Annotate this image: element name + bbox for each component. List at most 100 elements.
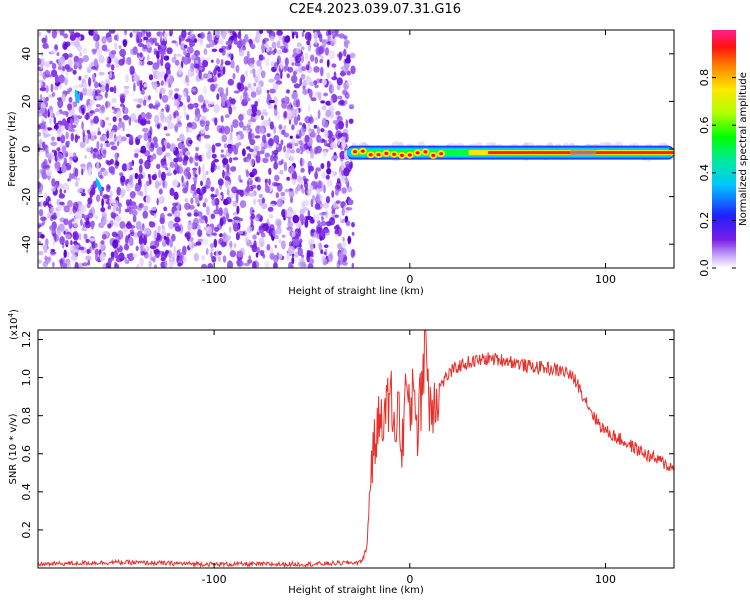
noise-blob bbox=[268, 138, 274, 147]
noise-blob bbox=[134, 184, 141, 192]
noise-blob bbox=[276, 221, 282, 229]
noise-blob bbox=[123, 85, 130, 89]
noise-blob bbox=[327, 34, 332, 42]
noise-blob bbox=[41, 37, 47, 44]
noise-blob bbox=[146, 54, 150, 62]
noise-blob bbox=[305, 63, 308, 70]
noise-blob bbox=[276, 226, 282, 235]
noise-blob bbox=[139, 149, 146, 154]
noise-blob bbox=[137, 134, 143, 139]
svg-text:(x104): (x104) bbox=[7, 309, 20, 340]
noise-blob bbox=[56, 136, 61, 142]
noise-blob bbox=[75, 180, 79, 187]
noise-blob bbox=[349, 52, 356, 59]
noise-blob bbox=[187, 222, 193, 230]
noise-blob bbox=[283, 145, 286, 153]
noise-blob bbox=[143, 131, 149, 142]
noise-blob bbox=[159, 109, 164, 119]
noise-blob bbox=[144, 159, 151, 170]
noise-blob bbox=[268, 99, 275, 104]
noise-blob bbox=[206, 150, 212, 160]
noise-blob bbox=[138, 235, 144, 245]
noise-blob bbox=[188, 140, 193, 144]
noise-blob bbox=[316, 224, 323, 233]
noise-blob bbox=[338, 51, 342, 61]
noise-blob bbox=[323, 129, 329, 139]
noise-blob bbox=[304, 52, 309, 61]
noise-blob bbox=[82, 55, 90, 63]
noise-blob bbox=[195, 59, 199, 65]
noise-blob bbox=[51, 178, 56, 187]
noise-blob bbox=[268, 214, 274, 219]
noise-blob bbox=[314, 56, 318, 64]
noise-blob bbox=[49, 60, 53, 65]
noise-blob bbox=[178, 37, 182, 46]
noise-blob bbox=[260, 241, 264, 248]
noise-blob bbox=[171, 251, 178, 258]
noise-blob bbox=[87, 69, 91, 74]
noise-blob bbox=[159, 87, 166, 95]
noise-blob bbox=[74, 261, 79, 268]
noise-blob bbox=[209, 101, 216, 105]
noise-blob bbox=[119, 221, 126, 229]
noise-blob bbox=[87, 212, 93, 219]
noise-blob bbox=[152, 62, 160, 70]
noise-blob bbox=[54, 74, 59, 84]
noise-blob bbox=[99, 252, 106, 262]
noise-blob bbox=[83, 233, 88, 240]
noise-blob bbox=[319, 58, 324, 64]
noise-blob bbox=[227, 260, 233, 268]
noise-blob bbox=[238, 230, 244, 235]
noise-blob bbox=[174, 88, 180, 92]
noise-blob bbox=[145, 31, 152, 38]
noise-blob bbox=[261, 134, 267, 144]
noise-blob bbox=[251, 68, 256, 74]
noise-blob bbox=[86, 105, 92, 112]
noise-blob bbox=[54, 168, 61, 172]
noise-blob bbox=[325, 174, 330, 180]
snr-multiplier-exponent: 4 bbox=[7, 312, 15, 317]
noise-blob bbox=[297, 114, 301, 121]
noise-blob bbox=[202, 73, 210, 79]
noise-blob bbox=[256, 232, 260, 236]
noise-blob bbox=[49, 110, 54, 118]
noise-blob bbox=[94, 108, 100, 113]
noise-blob bbox=[198, 136, 202, 143]
noise-blob bbox=[218, 194, 223, 200]
noise-blob bbox=[319, 235, 323, 241]
noise-blob bbox=[107, 204, 112, 210]
noise-blob bbox=[302, 88, 309, 95]
noise-blob bbox=[154, 229, 158, 239]
noise-blob bbox=[306, 253, 310, 263]
noise-blob bbox=[204, 124, 210, 132]
noise-blob bbox=[125, 57, 132, 65]
noise-blob bbox=[114, 42, 118, 51]
noise-blob bbox=[289, 156, 295, 162]
noise-blob bbox=[198, 192, 203, 201]
noise-blob bbox=[118, 252, 125, 262]
noise-blob bbox=[110, 64, 115, 71]
noise-blob bbox=[118, 45, 122, 50]
y-tick-label: 40 bbox=[20, 47, 33, 61]
noise-blob bbox=[201, 255, 206, 261]
noise-blob bbox=[194, 63, 200, 69]
noise-blob bbox=[298, 262, 301, 267]
noise-blob bbox=[95, 40, 100, 50]
noise-blob bbox=[183, 104, 187, 112]
snr-multiplier-close: ) bbox=[9, 309, 20, 313]
noise-blob bbox=[292, 172, 298, 181]
noise-blob bbox=[291, 253, 295, 257]
noise-blob bbox=[233, 166, 237, 171]
noise-blob bbox=[154, 42, 159, 46]
noise-blob bbox=[145, 194, 151, 204]
noise-blob bbox=[129, 225, 136, 229]
noise-blob bbox=[59, 56, 66, 64]
noise-blob bbox=[280, 60, 284, 70]
noise-blob bbox=[95, 104, 101, 108]
noise-blob bbox=[270, 60, 275, 68]
noise-blob bbox=[182, 182, 187, 186]
noise-blob bbox=[213, 104, 220, 114]
noise-blob bbox=[205, 43, 211, 49]
noise-blob bbox=[213, 68, 217, 76]
snr-panel: -100 0 100 0.2 0.4 0.6 0.8 1.0 1.2 Height of st… bbox=[7, 309, 675, 596]
